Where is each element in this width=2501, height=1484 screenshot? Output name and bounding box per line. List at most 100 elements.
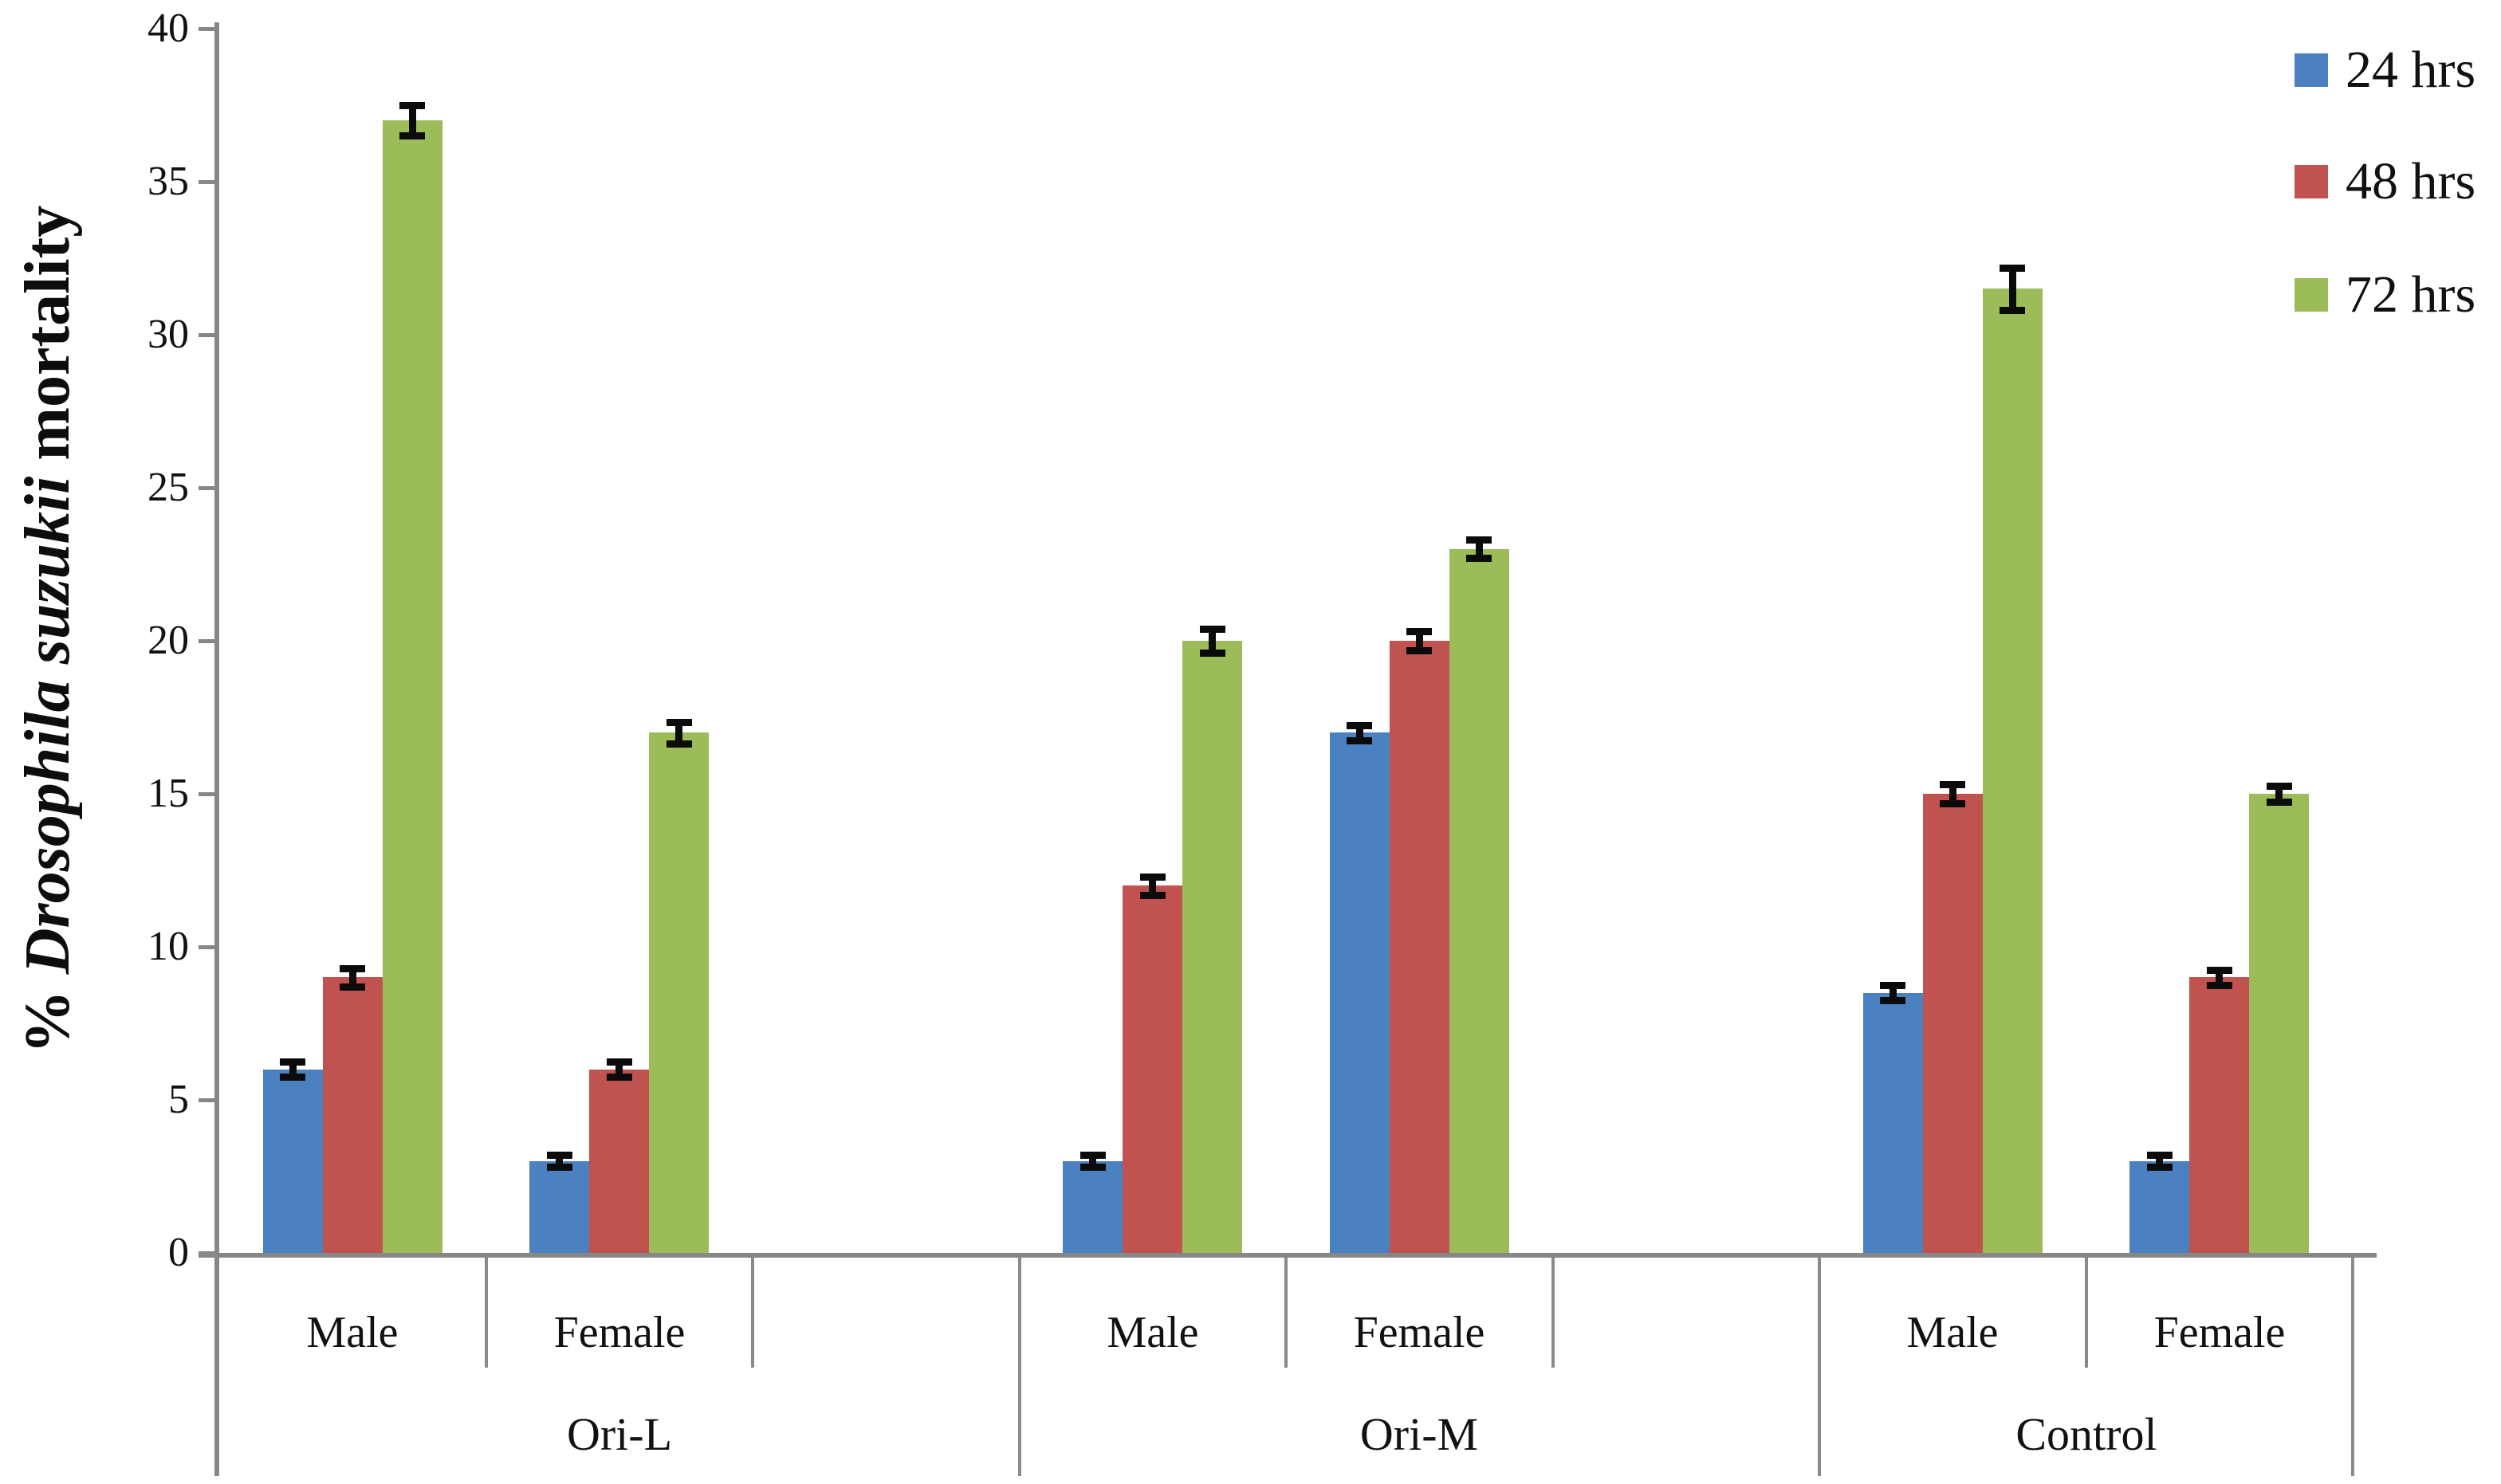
- y-axis-line: [214, 22, 219, 1476]
- error-bar-stem: [1476, 540, 1483, 558]
- legend-item-24-hrs: 24 hrs: [2295, 42, 2501, 98]
- error-bar-stem: [289, 1062, 297, 1077]
- error-bar-stem: [615, 1062, 623, 1077]
- bar-ori-l-male-72-hrs: [383, 120, 442, 1253]
- y-tick-label: 0: [168, 1230, 189, 1275]
- error-bar-cap-bottom: [547, 1164, 572, 1171]
- group-divider: [1018, 1258, 1021, 1476]
- error-bar-stem: [1890, 985, 1897, 1000]
- error-bar-cap-bottom: [399, 132, 425, 139]
- error-bar-cap-top: [1080, 1152, 1106, 1159]
- error-bar-stem: [556, 1155, 563, 1167]
- error-bar-cap-top: [2147, 1152, 2173, 1159]
- group-divider: [2351, 1258, 2354, 1476]
- error-bar-cap-top: [1406, 628, 1432, 635]
- legend-label: 72 hrs: [2346, 265, 2476, 324]
- bar-control-male-24-hrs: [1863, 993, 1923, 1253]
- legend-label: 24 hrs: [2346, 41, 2476, 99]
- error-bar-cap-bottom: [1406, 647, 1432, 654]
- bar-ori-l-female-24-hrs: [529, 1161, 589, 1253]
- error-bar-stem: [1089, 1155, 1096, 1167]
- error-bar-stem: [1209, 629, 1216, 654]
- bar-control-female-24-hrs: [2129, 1161, 2189, 1253]
- error-bar-stem: [409, 105, 416, 135]
- bar-ori-l-female-48-hrs: [589, 1070, 649, 1253]
- error-bar-cap-bottom: [2207, 982, 2232, 989]
- category-divider: [1551, 1258, 1555, 1368]
- error-bar-cap-top: [280, 1058, 305, 1066]
- error-bar-cap-top: [2000, 265, 2025, 272]
- y-tick-label: 35: [147, 159, 189, 204]
- error-bar-cap-top: [1880, 982, 1905, 989]
- y-axis-title-prefix: %: [13, 974, 83, 1054]
- bar-control-female-48-hrs: [2189, 977, 2249, 1253]
- error-bar-cap-bottom: [2147, 1164, 2173, 1171]
- category-divider: [2085, 1258, 2088, 1368]
- bar-control-male-48-hrs: [1923, 794, 1983, 1253]
- error-bar-cap-top: [399, 102, 425, 109]
- y-tick-mark: [199, 180, 219, 184]
- error-bar-cap-bottom: [607, 1074, 632, 1081]
- bar-ori-m-female-48-hrs: [1390, 641, 1449, 1253]
- error-bar-cap-top: [1940, 781, 1965, 788]
- error-bar-cap-bottom: [1200, 650, 1225, 657]
- error-bar-cap-bottom: [1880, 997, 1905, 1004]
- legend-label: 48 hrs: [2346, 152, 2476, 210]
- y-tick-mark: [199, 333, 219, 337]
- group-divider: [1818, 1258, 1821, 1476]
- bar-ori-m-male-72-hrs: [1182, 641, 1242, 1253]
- error-bar-stem: [2216, 970, 2223, 985]
- error-bar-stem: [675, 722, 682, 744]
- error-bar-stem: [1356, 725, 1363, 740]
- category-label-ori-l-female: Female: [553, 1308, 686, 1357]
- error-bar-cap-bottom: [1080, 1164, 1106, 1171]
- error-bar-cap-top: [1347, 722, 1372, 729]
- error-bar-stem: [2009, 268, 2016, 311]
- category-divider: [485, 1258, 488, 1368]
- category-divider: [1284, 1258, 1288, 1368]
- x-axis-baseline: [199, 1253, 2377, 1258]
- error-bar-stem: [1416, 631, 1423, 650]
- y-tick-label: 5: [168, 1077, 189, 1122]
- error-bar-cap-bottom: [2267, 799, 2292, 806]
- legend-item-48-hrs: 48 hrs: [2295, 154, 2501, 210]
- error-bar-cap-bottom: [1140, 892, 1166, 899]
- y-tick-mark: [199, 486, 219, 490]
- error-bar-stem: [2156, 1155, 2163, 1167]
- bar-ori-l-female-72-hrs: [649, 732, 709, 1253]
- error-bar-stem: [1949, 784, 1956, 803]
- error-bar-cap-bottom: [1466, 555, 1492, 562]
- error-bar-cap-top: [547, 1152, 572, 1159]
- category-label-ori-m-female: Female: [1353, 1308, 1485, 1357]
- bar-ori-m-female-72-hrs: [1449, 549, 1509, 1253]
- error-bar-cap-bottom: [667, 740, 692, 748]
- error-bar-cap-bottom: [340, 983, 365, 991]
- error-bar-cap-top: [1140, 874, 1166, 881]
- y-tick-label: 20: [147, 618, 189, 663]
- error-bar-cap-bottom: [1940, 800, 1965, 807]
- error-bar-stem: [2275, 786, 2283, 801]
- error-bar-cap-top: [667, 719, 692, 726]
- y-tick-mark: [199, 639, 219, 643]
- category-label-control-male: Male: [1906, 1308, 1999, 1357]
- group-label-ori-l: Ori-L: [566, 1408, 673, 1460]
- bar-control-female-72-hrs: [2249, 794, 2309, 1253]
- error-bar-stem: [1149, 877, 1156, 895]
- error-bar-cap-bottom: [280, 1074, 305, 1081]
- group-label-ori-m: Ori-M: [1359, 1408, 1479, 1460]
- y-tick-mark: [199, 1098, 219, 1102]
- y-tick-label: 40: [147, 6, 189, 51]
- bar-ori-m-female-24-hrs: [1330, 732, 1390, 1253]
- error-bar-stem: [349, 968, 356, 987]
- y-tick-label: 10: [147, 924, 189, 969]
- error-bar-cap-top: [607, 1058, 632, 1066]
- error-bar-cap-bottom: [2000, 307, 2025, 314]
- bar-control-male-72-hrs: [1983, 289, 2043, 1253]
- category-label-ori-m-male: Male: [1107, 1308, 1199, 1357]
- legend-swatch-48-hrs: [2295, 165, 2328, 198]
- category-divider: [751, 1258, 754, 1368]
- bar-ori-m-male-24-hrs: [1063, 1161, 1123, 1253]
- legend-item-72-hrs: 72 hrs: [2295, 267, 2501, 323]
- bar-ori-m-male-48-hrs: [1123, 885, 1182, 1253]
